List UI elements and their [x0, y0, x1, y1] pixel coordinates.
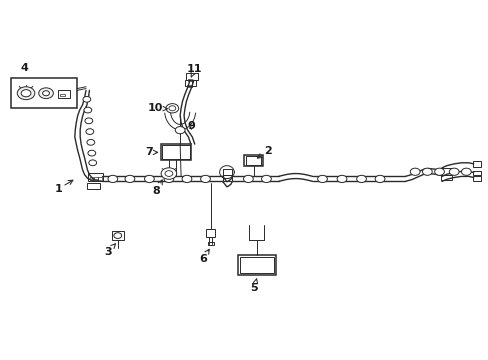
Bar [90, 177, 93, 180]
Circle shape [86, 129, 94, 134]
Text: 7: 7 [145, 147, 157, 157]
Bar [222, 175, 232, 181]
Circle shape [422, 168, 431, 175]
Bar [98, 177, 102, 180]
Circle shape [85, 118, 93, 124]
Circle shape [168, 106, 175, 111]
Circle shape [114, 233, 122, 238]
Circle shape [83, 96, 91, 102]
Circle shape [17, 87, 35, 100]
Bar [238, 255, 276, 275]
Text: 8: 8 [153, 180, 162, 196]
Bar [184, 80, 195, 86]
Circle shape [200, 175, 210, 183]
Bar [185, 73, 198, 80]
Bar [472, 176, 481, 181]
Circle shape [461, 168, 470, 175]
Bar [160, 144, 191, 160]
Circle shape [89, 160, 97, 166]
Circle shape [163, 175, 173, 183]
Circle shape [21, 90, 31, 97]
Circle shape [161, 168, 176, 179]
Circle shape [88, 150, 96, 156]
Circle shape [409, 168, 419, 175]
Text: 5: 5 [250, 279, 258, 293]
Bar [472, 161, 481, 167]
Bar [441, 168, 451, 175]
Bar [60, 94, 64, 96]
Bar [186, 85, 190, 87]
Text: 9: 9 [186, 121, 194, 131]
Text: 11: 11 [186, 64, 202, 77]
Bar [87, 183, 100, 189]
Bar [222, 169, 232, 175]
Text: 1: 1 [54, 180, 73, 194]
Circle shape [125, 175, 135, 183]
Circle shape [108, 175, 118, 183]
Circle shape [175, 127, 184, 134]
Circle shape [84, 107, 92, 113]
Text: 6: 6 [199, 249, 209, 264]
Circle shape [434, 168, 444, 175]
Bar [441, 175, 451, 180]
Bar [246, 156, 261, 165]
Circle shape [261, 175, 271, 183]
Circle shape [317, 175, 327, 183]
Bar [11, 78, 77, 108]
Bar [162, 145, 189, 159]
Circle shape [87, 139, 95, 145]
Circle shape [165, 104, 178, 113]
Text: 4: 4 [20, 63, 28, 73]
Circle shape [42, 91, 49, 96]
Bar [58, 90, 70, 98]
Circle shape [39, 88, 53, 99]
Circle shape [374, 175, 384, 183]
Bar [244, 155, 263, 166]
Circle shape [448, 168, 458, 175]
Circle shape [182, 175, 191, 183]
Circle shape [356, 175, 366, 183]
Bar [88, 173, 103, 181]
Circle shape [243, 175, 253, 183]
Bar [94, 177, 98, 180]
Bar [112, 231, 123, 240]
Circle shape [144, 175, 154, 183]
Circle shape [336, 175, 346, 183]
Text: 10: 10 [148, 103, 167, 113]
Text: 2: 2 [257, 146, 271, 158]
Bar [240, 257, 274, 273]
Circle shape [164, 171, 172, 176]
Bar [206, 229, 215, 237]
Bar [207, 242, 213, 245]
Bar [187, 79, 191, 81]
Text: 3: 3 [104, 244, 115, 257]
Bar [472, 171, 481, 175]
